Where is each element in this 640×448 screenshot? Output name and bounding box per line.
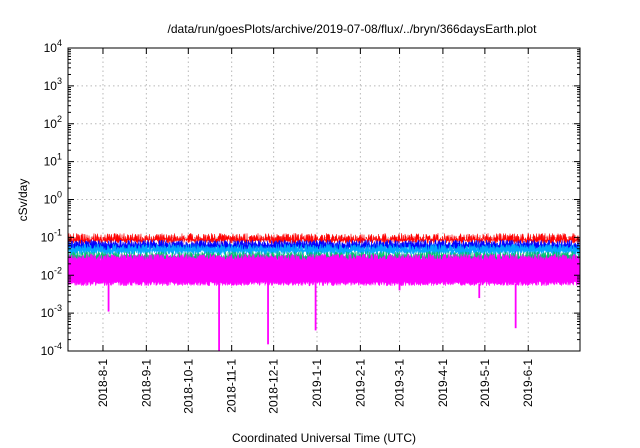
y-tick-label: 104 <box>44 38 62 55</box>
ticks <box>68 47 580 352</box>
series-layer <box>67 232 581 351</box>
x-tick-label: 2018-12-1 <box>267 359 281 414</box>
x-tick-label: 2019-3-1 <box>393 359 407 407</box>
grid <box>68 48 580 351</box>
series-4-dip <box>514 283 517 329</box>
x-tick-label: 2019-5-1 <box>478 359 492 407</box>
x-tick-labels: 2018-8-1 2018-9-1 2018-10-1 2018-11-1 2018-1… <box>96 359 535 414</box>
y-tick-label: 10-4 <box>41 341 62 358</box>
y-axis-label: cSv/day <box>16 179 30 222</box>
x-tick-label: 2019-1-1 <box>310 359 324 407</box>
x-tick-label: 2019-2-1 <box>353 359 367 407</box>
x-tick-label: 2018-8-1 <box>96 359 110 407</box>
x-tick-label: 2018-11-1 <box>225 359 239 413</box>
series-4-dip <box>398 283 401 291</box>
y-tick-label: 103 <box>44 76 62 93</box>
x-axis-label: Coordinated Universal Time (UTC) <box>232 431 416 445</box>
y-tick-label: 10-3 <box>41 303 62 320</box>
series-4-band <box>67 253 581 287</box>
x-tick-label: 2018-10-1 <box>181 359 195 414</box>
x-tick-label: 2018-9-1 <box>139 359 153 407</box>
x-tick-label: 2019-6-1 <box>521 359 535 407</box>
series-4-dip <box>218 283 220 351</box>
y-tick-label: 10-2 <box>41 265 62 282</box>
x-tick-label: 2019-4-1 <box>436 359 450 407</box>
series-4-dip <box>478 283 481 299</box>
series-4-dip <box>107 283 110 312</box>
chart-title: /data/run/goesPlots/archive/2019-07-08/f… <box>168 22 538 36</box>
y-tick-labels: 10-4 10-3 10-2 10-1 100 101 102 103 104 <box>41 38 62 358</box>
series-4-dip <box>314 283 317 331</box>
series-4-dip <box>267 283 269 345</box>
y-tick-label: 10-1 <box>41 227 62 244</box>
y-tick-label: 100 <box>44 190 62 207</box>
y-tick-label: 101 <box>44 152 62 169</box>
y-tick-label: 102 <box>44 114 62 131</box>
